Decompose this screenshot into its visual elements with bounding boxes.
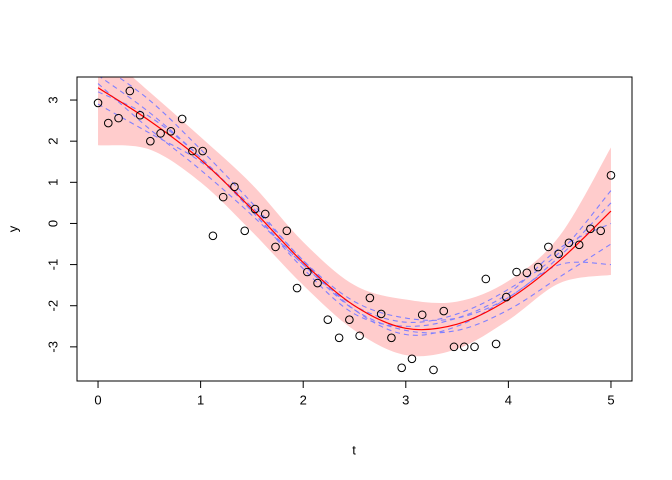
data-point xyxy=(417,310,427,320)
data-point xyxy=(502,292,511,302)
y-tick-label: 0 xyxy=(45,220,60,227)
x-tick-label: 5 xyxy=(607,392,614,407)
data-point xyxy=(491,339,501,349)
data-point xyxy=(459,342,469,352)
data-point xyxy=(250,204,260,214)
data-point xyxy=(449,342,459,352)
data-point xyxy=(313,278,322,288)
data-point xyxy=(93,98,103,108)
data-point xyxy=(334,333,344,343)
fit-line xyxy=(97,87,612,331)
data-point xyxy=(596,226,606,236)
data-point xyxy=(188,146,197,156)
data-point xyxy=(156,129,165,138)
data-point xyxy=(481,274,491,284)
sample-curve xyxy=(117,77,612,321)
data-point xyxy=(554,249,563,259)
data-point xyxy=(218,192,228,202)
data-point xyxy=(387,333,396,343)
confidence-band xyxy=(98,77,611,357)
data-point xyxy=(533,262,543,272)
data-point xyxy=(146,136,155,146)
data-point xyxy=(397,363,406,373)
data-point xyxy=(282,226,292,236)
data-point xyxy=(522,268,532,278)
x-tick-label: 0 xyxy=(94,392,101,407)
y-tick-label: -1 xyxy=(45,259,60,271)
data-point xyxy=(544,242,553,252)
y-tick-label: 3 xyxy=(45,96,60,103)
x-axis-label: t xyxy=(352,442,356,457)
x-tick-label: 1 xyxy=(197,392,204,407)
data-point xyxy=(439,306,449,316)
x-tick-label: 4 xyxy=(505,392,512,407)
y-tick-label: -3 xyxy=(45,341,60,353)
data-point xyxy=(240,226,250,236)
sample-curve xyxy=(97,103,611,336)
data-point xyxy=(323,315,333,325)
data-point xyxy=(260,209,270,219)
data-point xyxy=(114,113,123,123)
y-tick-label: -2 xyxy=(45,300,60,312)
sample-curve xyxy=(97,91,612,327)
plot-area xyxy=(97,77,612,357)
data-point xyxy=(125,86,135,96)
data-point xyxy=(429,365,438,375)
data-point xyxy=(564,238,574,248)
data-point xyxy=(208,231,218,241)
y-tick-label: 1 xyxy=(45,179,60,186)
data-point xyxy=(166,127,176,136)
data-point xyxy=(586,224,595,234)
data-point xyxy=(103,118,113,128)
data-point xyxy=(292,283,302,293)
x-tick-label: 2 xyxy=(300,392,307,407)
data-point xyxy=(407,354,417,364)
data-point xyxy=(376,309,386,319)
y-tick-label: 2 xyxy=(45,138,60,145)
data-point xyxy=(574,240,584,250)
data-point xyxy=(512,267,521,277)
data-point xyxy=(365,293,375,303)
data-point xyxy=(230,182,239,192)
data-point xyxy=(177,114,187,124)
y-axis-label: y xyxy=(5,225,20,232)
plot-frame xyxy=(76,76,633,382)
data-point xyxy=(470,342,479,352)
data-point xyxy=(355,331,364,341)
data-point xyxy=(135,110,145,120)
x-tick-label: 3 xyxy=(402,392,409,407)
data-point xyxy=(606,171,616,180)
sample-curve xyxy=(97,83,612,334)
data-point xyxy=(198,146,207,156)
data-point xyxy=(303,267,312,277)
data-point xyxy=(345,315,354,325)
data-point xyxy=(271,242,280,252)
